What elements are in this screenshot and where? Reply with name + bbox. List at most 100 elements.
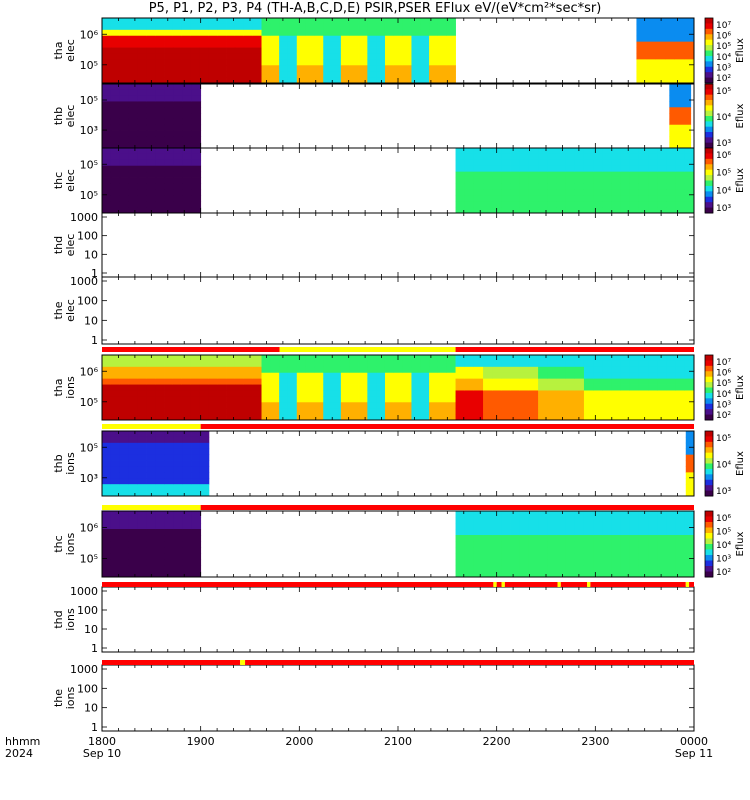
heatmap-cell (657, 529, 667, 536)
heatmap-cell (332, 47, 342, 54)
heatmap-cell (376, 360, 386, 368)
heatmap-cell (261, 18, 271, 25)
heatmap-cell (332, 414, 342, 421)
heatmap-cell (648, 565, 658, 572)
heatmap-cell (657, 396, 667, 403)
heatmap-cell (270, 59, 280, 66)
heatmap-cell (611, 148, 622, 155)
heatmap-cell (629, 390, 640, 397)
heatmap-cell (547, 159, 557, 167)
x-tick-label: 2300 (581, 735, 609, 748)
heatmap-cell (164, 201, 175, 208)
colorbar-cell (705, 55, 713, 62)
heatmap-cell (199, 396, 209, 403)
heatmap-cell (279, 414, 289, 421)
heatmap-cell (164, 541, 175, 548)
heatmap-cell (629, 535, 640, 542)
heatmap-cell (137, 201, 148, 208)
heatmap-cell (182, 559, 193, 566)
heatmap-cell (340, 71, 351, 78)
heatmap-cell (528, 559, 539, 566)
heatmap-cell (102, 183, 112, 190)
heatmap-cell (684, 541, 695, 548)
heatmap-cell (483, 183, 493, 190)
heatmap-cell (182, 124, 193, 131)
heatmap-cell (155, 454, 165, 461)
heatmap-cell (279, 360, 289, 368)
heatmap-cell (314, 378, 324, 385)
heatmap-cell (501, 171, 511, 178)
y-tick-label: 1 (91, 334, 98, 347)
heatmap-cell (411, 378, 421, 385)
heatmap-cell (164, 454, 174, 461)
heatmap-cell (358, 59, 368, 66)
heatmap-cell (429, 29, 439, 37)
heatmap-cell (128, 454, 139, 461)
heatmap-cell (217, 414, 227, 421)
colorbar-cell (705, 142, 713, 149)
heatmap-cell (666, 529, 677, 536)
heatmap-cell (429, 65, 439, 72)
heatmap-cell (620, 378, 631, 385)
heatmap-cell (429, 384, 439, 391)
heatmap-cell (565, 553, 576, 560)
heatmap-cell (270, 65, 280, 72)
colorbar-cell (705, 463, 713, 470)
heatmap-cell (119, 177, 130, 184)
heatmap-cell (455, 511, 466, 518)
heatmap-cell (384, 372, 395, 380)
heatmap-cell (128, 390, 138, 397)
heatmap-cell (620, 396, 631, 403)
heatmap-cell (358, 360, 368, 368)
heatmap-cell (314, 77, 324, 84)
heatmap-cell (565, 189, 576, 196)
heatmap-cell (208, 408, 218, 415)
heatmap-cell (473, 535, 484, 542)
heatmap-cell (420, 18, 430, 25)
heatmap-cell (629, 148, 640, 155)
heatmap-cell (528, 523, 539, 530)
heatmap-cell (583, 148, 594, 155)
heatmap-cell (128, 53, 138, 60)
heatmap-cell (182, 159, 193, 167)
heatmap-cell (464, 183, 475, 190)
heatmap-cell (243, 71, 254, 78)
heatmap-cell (340, 59, 351, 66)
colorbar-cell (705, 121, 713, 128)
heatmap-cell (234, 23, 245, 31)
heatmap-cell (102, 355, 112, 362)
y-tick-label: 10⁵ (80, 158, 98, 171)
heatmap-cell (182, 547, 193, 554)
heatmap-cell (208, 59, 218, 66)
heatmap-cell (538, 207, 548, 214)
heatmap-cell (119, 41, 129, 48)
heatmap-cell (675, 148, 686, 155)
heatmap-cell (119, 390, 129, 397)
heatmap-cell (287, 77, 298, 84)
heatmap-cell (420, 402, 430, 409)
heatmap-cell (146, 448, 156, 456)
heatmap-cell (128, 71, 138, 78)
heatmap-cell (296, 71, 307, 78)
heatmap-cell (483, 565, 493, 572)
heatmap-cell (602, 535, 612, 542)
heatmap-cell (155, 71, 165, 78)
heatmap-cell (455, 553, 466, 560)
heatmap-cell (665, 59, 676, 66)
heatmap-cell (501, 177, 511, 184)
colorbar-cell (705, 474, 713, 481)
heatmap-cell (464, 207, 475, 214)
heatmap-cell (252, 355, 262, 362)
heatmap-cell (675, 366, 686, 374)
heatmap-cell (128, 372, 138, 380)
heatmap-cell (164, 124, 175, 131)
heatmap-cell (556, 408, 567, 415)
heatmap-cell (473, 511, 484, 518)
heatmap-cell (146, 484, 156, 491)
heatmap-cell (190, 18, 200, 25)
heatmap-cell (164, 113, 175, 120)
heatmap-cell (199, 384, 209, 391)
heatmap-cell (446, 360, 456, 368)
heatmap-cell (528, 384, 539, 391)
heatmap-cell (437, 77, 448, 84)
